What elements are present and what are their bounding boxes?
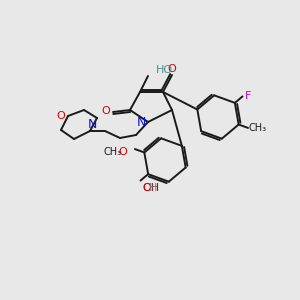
Text: HO: HO bbox=[156, 65, 173, 75]
Text: CH₃: CH₃ bbox=[104, 147, 122, 157]
Text: O: O bbox=[57, 111, 65, 121]
Text: CH₃: CH₃ bbox=[248, 123, 266, 133]
Text: O: O bbox=[102, 106, 110, 116]
Text: N: N bbox=[136, 116, 146, 128]
Text: O: O bbox=[142, 183, 151, 193]
Text: N: N bbox=[87, 118, 97, 131]
Text: OH: OH bbox=[142, 183, 160, 193]
Text: O: O bbox=[168, 64, 176, 74]
Text: H: H bbox=[148, 183, 157, 193]
Text: F: F bbox=[245, 92, 252, 101]
Text: O: O bbox=[118, 147, 127, 157]
